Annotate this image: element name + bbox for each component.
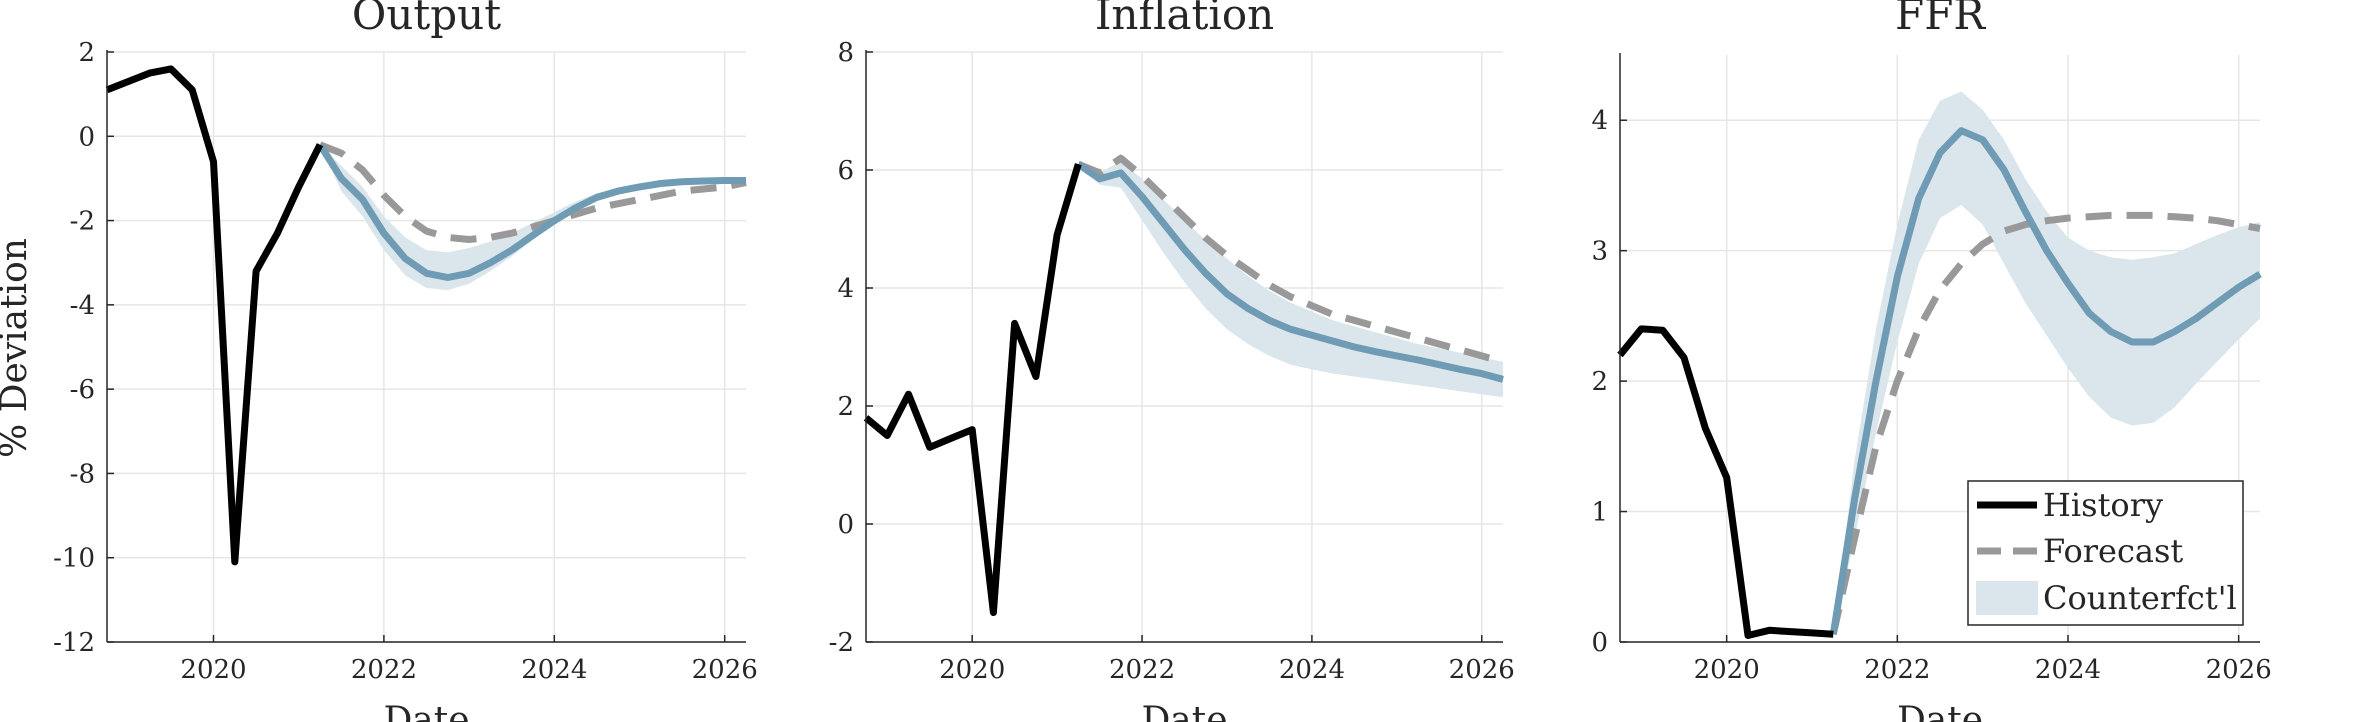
inflation-y-tick-label-8: 8: [837, 38, 854, 68]
inflation-x-tick-label-2020: 2020: [939, 655, 1005, 685]
output-series-history: [105, 65, 324, 566]
output-x-tick-label-2024: 2024: [521, 655, 587, 685]
output-y-tick-label-12: -12: [53, 628, 95, 658]
ffr-y-tick-label-2: 2: [1591, 367, 1608, 397]
legend-label-history: History: [2043, 486, 2163, 524]
output-x-tick-label-2020: 2020: [180, 655, 246, 685]
inflation-x-tick-label-2024: 2024: [1279, 655, 1345, 685]
ffr-x-tick-label-2022: 2022: [1864, 655, 1930, 685]
inflation-y-tick-label-2: -2: [829, 628, 854, 658]
chart-panels: 2020 2022 2024 2026-12-10-8-6-4-202OutputDa…: [53, 0, 2272, 722]
output-counterfactual-band: [320, 144, 746, 291]
panel-ffr: 2020 2022 2024 2026 0 1 2 3 4 FFR Date History Forec…: [1591, 0, 2271, 722]
legend-label-forecast: Forecast: [2043, 532, 2183, 570]
inflation-series-forecast: [1076, 154, 1504, 366]
inflation-y-tick-label-6: 6: [837, 156, 854, 186]
ffr-counterfactual-band: [1833, 91, 2260, 635]
ffr-y-tick-label-1: 1: [1591, 498, 1608, 528]
inflation-y-tick-label-0: 0: [837, 510, 854, 540]
ffr-y-tick-label-3: 3: [1591, 237, 1608, 267]
ffr-x-tick-label-2020: 2020: [1694, 655, 1760, 685]
output-y-tick-label-4: -4: [70, 291, 95, 321]
output-y-tick-label-2: 2: [78, 38, 95, 68]
inflation-y-tick-label-2: 2: [837, 392, 854, 422]
output-y-tick-label-10: -10: [53, 544, 95, 574]
ffr-y-tick-label-0: 0: [1591, 628, 1608, 658]
output-x-tick-label-2026: 2026: [692, 655, 758, 685]
ffr-series-counterfct-l: [1829, 127, 2262, 635]
ffr-title: FFR: [1895, 0, 1986, 39]
ffr-x-tick-label-2026: 2026: [2206, 655, 2272, 685]
ffr-y-tick-label-4: 4: [1591, 106, 1608, 136]
ffr-series-history: [1617, 325, 1834, 639]
ffr-x-axis-title: Date: [1897, 700, 1983, 722]
output-series-counterfct-l: [317, 142, 746, 281]
y-axis-title: % Deviation: [0, 238, 35, 458]
output-y-tick-label-2: -2: [70, 207, 95, 237]
legend: History Forecast Counterfct'l: [1967, 480, 2244, 626]
inflation-x-tick-label-2026: 2026: [1449, 655, 1515, 685]
inflation-y-tick-label-4: 4: [837, 274, 854, 304]
output-y-tick-label-0: 0: [78, 122, 95, 152]
inflation-series-history: [863, 163, 1082, 616]
legend-swatch-counterfct-l: [1976, 581, 2038, 615]
output-title: Output: [352, 0, 501, 39]
inflation-x-axis-title: Date: [1141, 700, 1227, 722]
inflation-x-tick-label-2022: 2022: [1109, 655, 1175, 685]
legend-label-counterfct-l: Counterfct'l: [2043, 579, 2237, 617]
inflation-title: Inflation: [1095, 0, 1274, 39]
output-x-axis-title: Date: [383, 700, 469, 722]
ffr-x-tick-label-2024: 2024: [2035, 655, 2101, 685]
panel-inflation: 2020 2022 2024 2026 -2 0 2 4 6 8 Inflation Date: [829, 0, 1515, 722]
inflation-series-counterfct-l: [1076, 161, 1504, 383]
output-x-tick-label-2022: 2022: [351, 655, 417, 685]
output-series-forecast: [318, 141, 747, 243]
panel-output: 2020 2022 2024 2026 -12 -10 -8 -6 -4 -2 0 2 Output Da…: [53, 0, 758, 722]
output-y-tick-label-8: -8: [70, 459, 95, 489]
output-y-tick-label-6: -6: [70, 375, 95, 405]
ffr-series-forecast: [1829, 211, 2261, 635]
